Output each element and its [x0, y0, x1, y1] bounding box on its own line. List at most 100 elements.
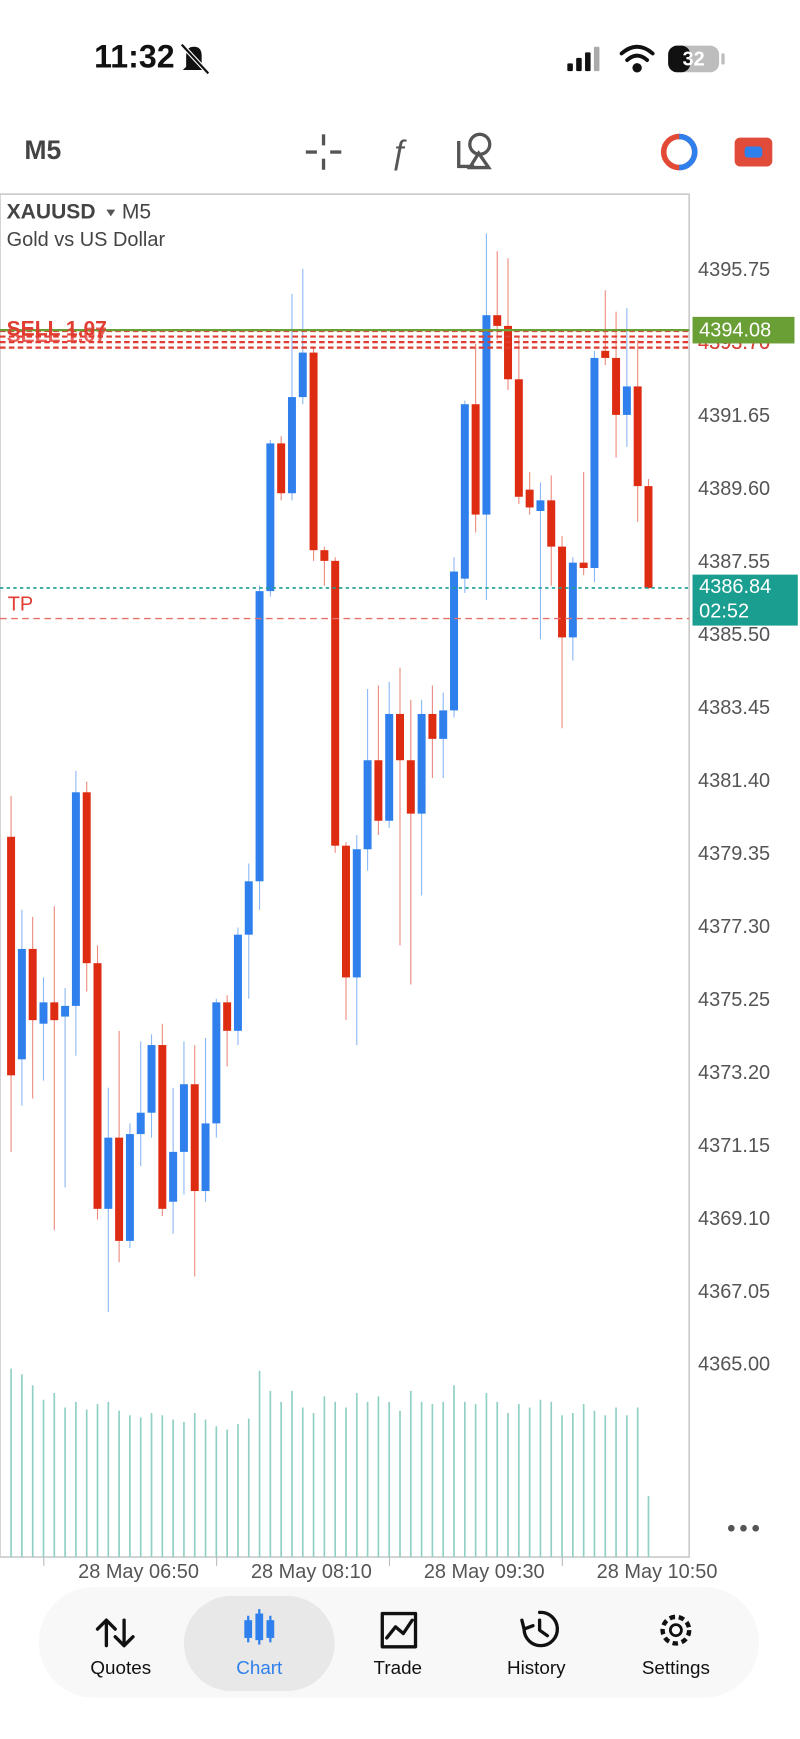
- x-tick-label: 28 May 09:30: [424, 1561, 545, 1583]
- timeframe-button[interactable]: M5: [24, 135, 61, 165]
- candle-body: [633, 386, 642, 487]
- candle-body: [61, 1005, 70, 1017]
- candle-body: [115, 1137, 124, 1241]
- candle-body: [396, 713, 404, 761]
- trade-mode-button[interactable]: [660, 133, 698, 171]
- x-tick-label: 28 May 06:50: [78, 1561, 199, 1583]
- one-click-button[interactable]: [734, 137, 773, 167]
- candle-body: [255, 591, 264, 882]
- more-button[interactable]: [727, 1524, 760, 1532]
- candle-body: [417, 713, 426, 814]
- nav-bar: [38, 1586, 760, 1698]
- candle-body: [158, 1045, 167, 1209]
- candle-body: [331, 560, 340, 846]
- last-price-label: 4386.84: [699, 576, 771, 598]
- candle-body: [536, 500, 545, 512]
- nav-item[interactable]: History: [507, 1610, 566, 1678]
- y-tick-label: 4385.50: [698, 624, 770, 646]
- objects-button[interactable]: [457, 132, 492, 170]
- mute-icon: [180, 43, 210, 75]
- nav-item[interactable]: Quotes: [90, 1618, 151, 1678]
- candle-body: [190, 1084, 199, 1192]
- y-tick-label: 4391.65: [698, 405, 770, 427]
- candle-body: [525, 489, 534, 508]
- chart-timeframe: M5: [122, 201, 151, 224]
- y-tick-label: 4365.00: [698, 1354, 770, 1376]
- chart-frame: [0, 193, 691, 1558]
- candle-body: [201, 1123, 210, 1192]
- candle-body: [374, 760, 383, 821]
- bid-price-box: [692, 316, 795, 344]
- y-tick-label: 4389.60: [698, 478, 770, 500]
- candle-body: [428, 713, 437, 739]
- candle-body: [169, 1151, 178, 1202]
- candle-body: [28, 948, 37, 1021]
- candle-body: [439, 710, 448, 739]
- order-label: SELL 1.07: [7, 324, 107, 347]
- candle-body: [309, 352, 318, 551]
- candle-body: [82, 792, 91, 964]
- candle-body: [644, 486, 653, 588]
- nav-icon: [520, 1610, 559, 1648]
- candle-body: [482, 315, 491, 515]
- candle-body: [104, 1137, 113, 1209]
- last-price-box: [692, 574, 798, 626]
- candle-body: [287, 397, 296, 494]
- battery-icon: 32: [668, 45, 725, 73]
- candle-body: [244, 881, 253, 935]
- nav-icon: [244, 1620, 253, 1638]
- candle-body: [212, 1002, 221, 1124]
- nav-icon: [95, 1618, 135, 1648]
- candle-body: [547, 500, 556, 547]
- candle-body: [363, 760, 372, 850]
- symbol: XAUUSD: [7, 201, 96, 224]
- candle-body: [493, 315, 502, 326]
- candle-body: [406, 760, 415, 814]
- candle-body: [125, 1134, 134, 1241]
- candle-body: [136, 1112, 145, 1135]
- indicators-button[interactable]: ƒ: [390, 134, 408, 172]
- signal-icon: [567, 46, 600, 72]
- candle-body: [471, 404, 480, 515]
- nav-item[interactable]: Chart: [183, 1595, 335, 1692]
- battery-level: 32: [683, 48, 705, 70]
- candle-body: [7, 836, 16, 1076]
- nav-items: Quotes Chart Trade History Settings: [90, 1595, 710, 1692]
- nav-icon: [380, 1611, 418, 1649]
- candle-body: [39, 1002, 48, 1024]
- crosshair-button[interactable]: [305, 134, 342, 170]
- candle-body: [71, 792, 80, 1006]
- y-tick-label: 4395.75: [698, 259, 770, 281]
- plot-area: [0, 233, 690, 1558]
- x-tick-label: 28 May 10:50: [597, 1561, 718, 1583]
- candle-body: [179, 1084, 188, 1152]
- candle-body: [352, 849, 361, 978]
- order-label: SELL 1.07: [7, 317, 107, 340]
- nav-icon: [266, 1620, 275, 1638]
- nav-item[interactable]: Settings: [642, 1614, 710, 1678]
- candle-body: [17, 948, 26, 1060]
- y-tick-label: 4369.10: [698, 1208, 770, 1230]
- y-tick-label: 4367.05: [698, 1281, 770, 1303]
- nav-label: Settings: [642, 1657, 710, 1678]
- candle-body: [233, 934, 242, 1031]
- candle-body: [93, 963, 102, 1209]
- tp-label: TP: [8, 594, 33, 616]
- nav-icon: [668, 1623, 683, 1638]
- candle-body: [223, 1002, 232, 1031]
- x-tick-label: 28 May 08:10: [251, 1561, 372, 1583]
- y-tick-label: 4387.55: [698, 551, 770, 573]
- candle-body: [460, 404, 469, 579]
- candle-body: [612, 357, 621, 415]
- y-tick-label: 4381.40: [698, 770, 770, 792]
- nav-item[interactable]: Trade: [374, 1611, 423, 1678]
- symbol-dropdown[interactable]: [106, 209, 116, 217]
- candle-body: [385, 713, 394, 821]
- y-tick-label: 4379.35: [698, 843, 770, 865]
- candle-body: [579, 562, 588, 568]
- candle-body: [622, 386, 631, 415]
- y-tick-label: 4375.25: [698, 989, 770, 1011]
- y-tick-label: 4371.15: [698, 1135, 770, 1157]
- nav-icon: [255, 1613, 264, 1641]
